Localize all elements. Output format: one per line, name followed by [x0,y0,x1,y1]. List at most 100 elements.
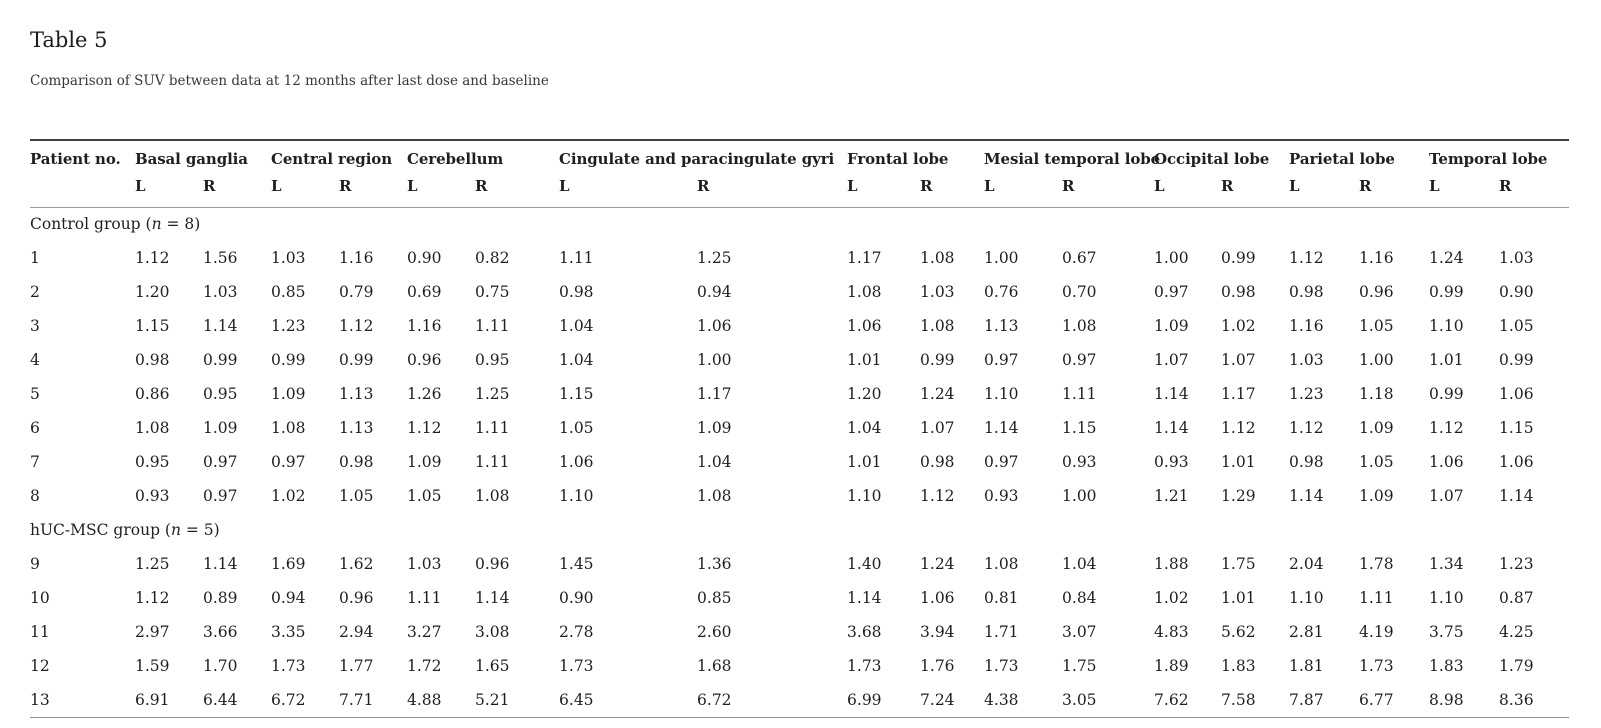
suv-value-cell: 2.78 [559,623,594,641]
suv-value-cell: 0.85 [271,283,306,301]
suv-value-cell: 0.94 [697,283,732,301]
suv-value-cell: 1.14 [1154,419,1189,437]
suv-value-cell: 1.21 [1154,487,1189,505]
table-row: 6 1.08 1.09 1.08 1.13 1.12 1.11 1.05 1.09 1.04 1.0… [30,411,1569,445]
suv-value-cell: 0.97 [203,487,238,505]
suv-value-cell: 1.12 [407,419,442,437]
suv-value-cell: 1.01 [847,351,882,369]
suv-value-cell: 1.10 [847,487,882,505]
suv-value-cell: 0.99 [1429,283,1464,301]
suv-value-cell: 1.12 [135,589,170,607]
column-header-patient: Patient no. [30,150,121,168]
suv-value-cell: 1.05 [559,419,594,437]
suv-value-cell: 1.06 [847,317,882,335]
suv-value-cell: 1.89 [1154,657,1189,675]
suv-value-cell: 0.99 [1221,249,1256,267]
table-row: 1 1.12 1.56 1.03 1.16 0.90 0.82 1.11 1.25 1.17 1.0… [30,241,1569,275]
column-header-cingulate-and-paracingulate-gyri: Cingulate and paracingulate gyri [559,150,835,168]
suv-value-cell: 1.08 [135,419,170,437]
suv-value-cell: 1.00 [1359,351,1394,369]
suv-value-cell: 0.98 [559,283,594,301]
suv-value-cell: 1.13 [339,385,374,403]
suv-value-cell: 1.25 [475,385,510,403]
suv-value-cell: 0.89 [203,589,238,607]
suv-value-cell: 6.72 [271,690,306,709]
suv-value-cell: 1.17 [847,249,882,267]
group-label-suffix: = 5) [180,521,220,539]
suv-value-cell: 1.12 [1221,419,1256,437]
suv-value-cell: 1.73 [271,657,306,675]
suv-value-cell: 1.36 [697,555,732,573]
suv-value-cell: 1.13 [339,419,374,437]
suv-value-cell: 0.98 [920,453,955,471]
suv-value-cell: 1.29 [1221,487,1256,505]
suv-value-cell: 0.96 [1359,283,1394,301]
suv-value-cell: 0.76 [984,283,1019,301]
suv-value-cell: 1.11 [475,453,510,471]
suv-value-cell: 3.07 [1062,623,1097,641]
suv-value-cell: 1.73 [559,657,594,675]
suv-value-cell: 1.08 [920,249,955,267]
suv-value-cell: 0.90 [559,589,594,607]
suv-value-cell: 1.08 [697,487,732,505]
suv-value-cell: 0.98 [1289,453,1324,471]
suv-value-cell: 1.14 [203,317,238,335]
suv-value-cell: 0.97 [1062,351,1097,369]
suv-value-cell: 1.05 [339,487,374,505]
suv-value-cell: 6.91 [135,690,170,709]
table-row: 7 0.95 0.97 0.97 0.98 1.09 1.11 1.06 1.04 1.01 0.9… [30,445,1569,479]
suv-value-cell: 1.26 [407,385,442,403]
suv-value-cell: 0.98 [1289,283,1324,301]
patient-number-cell: 11 [30,623,50,641]
suv-value-cell: 1.03 [407,555,442,573]
suv-value-cell: 1.07 [920,419,955,437]
suv-value-cell: 0.99 [203,351,238,369]
subheader-frontal-lobe-r: R [920,177,933,195]
suv-comparison-table: Patient no. Basal ganglia Central region Ce… [30,139,1570,718]
suv-value-cell: 1.71 [984,623,1019,641]
suv-value-cell: 1.05 [407,487,442,505]
table-body: Control group (n = 8) 1 1.12 1.56 1.03 1.16 0.… [30,207,1569,717]
suv-value-cell: 1.24 [920,555,955,573]
suv-value-cell: 1.73 [847,657,882,675]
suv-value-cell: 1.06 [697,317,732,335]
suv-value-cell: 0.70 [1062,283,1097,301]
suv-value-cell: 0.93 [1062,453,1097,471]
suv-value-cell: 1.83 [1429,657,1464,675]
suv-value-cell: 1.17 [1221,385,1256,403]
suv-value-cell: 6.45 [559,690,594,709]
column-header-occipital-lobe: Occipital lobe [1154,150,1270,168]
suv-value-cell: 1.05 [1359,317,1394,335]
suv-value-cell: 0.99 [271,351,306,369]
suv-value-cell: 0.85 [697,589,732,607]
patient-number-cell: 5 [30,385,40,403]
subheader-mesial-temporal-lobe-r: R [1062,177,1075,195]
suv-value-cell: 1.04 [1062,555,1097,573]
table-row: 9 1.25 1.14 1.69 1.62 1.03 0.96 1.45 1.36 1.40 1.2… [30,547,1569,581]
suv-value-cell: 1.03 [271,249,306,267]
suv-value-cell: 3.35 [271,623,306,641]
suv-value-cell: 1.01 [1221,453,1256,471]
suv-value-cell: 3.75 [1429,623,1464,641]
suv-value-cell: 5.62 [1221,623,1256,641]
suv-value-cell: 1.73 [984,657,1019,675]
suv-value-cell: 7.71 [339,690,374,709]
patient-number-cell: 13 [30,690,50,709]
suv-value-cell: 1.23 [271,317,306,335]
suv-value-cell: 1.00 [1062,487,1097,505]
suv-value-cell: 1.00 [697,351,732,369]
table-row: 8 0.93 0.97 1.02 1.05 1.05 1.08 1.10 1.08 1.10 1.1… [30,479,1569,513]
suv-value-cell: 1.02 [271,487,306,505]
suv-value-cell: 1.11 [559,249,594,267]
suv-value-cell: 1.12 [1429,419,1464,437]
suv-value-cell: 6.99 [847,690,882,709]
suv-value-cell: 1.12 [135,249,170,267]
column-header-mesial-temporal-lobe: Mesial temporal lobe [984,150,1161,168]
table-header: Patient no. Basal ganglia Central region Ce… [30,140,1570,207]
suv-value-cell: 1.65 [475,657,510,675]
suv-value-cell: 1.14 [203,555,238,573]
suv-value-cell: 1.04 [697,453,732,471]
suv-value-cell: 1.14 [1289,487,1324,505]
table-row: 11 2.97 3.66 3.35 2.94 3.27 3.08 2.78 2.60 3.68 3.… [30,615,1569,649]
